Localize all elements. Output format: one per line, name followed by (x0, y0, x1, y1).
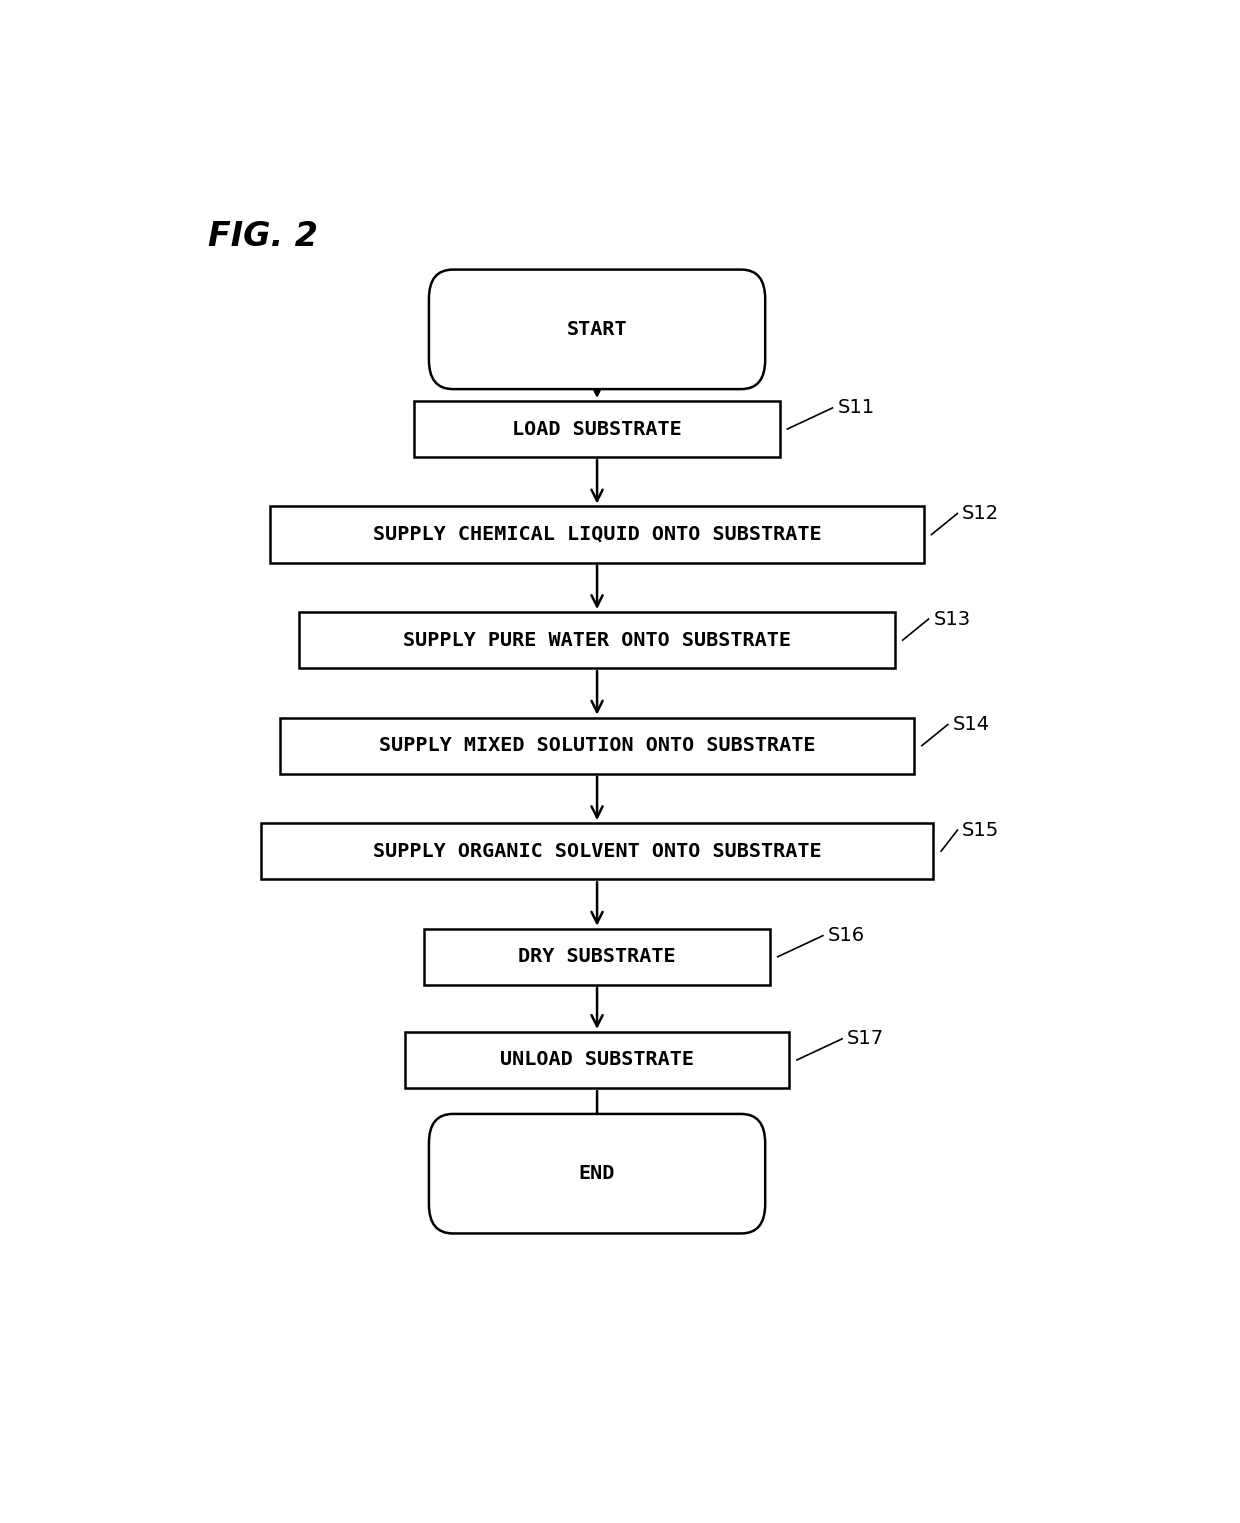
Text: SUPPLY MIXED SOLUTION ONTO SUBSTRATE: SUPPLY MIXED SOLUTION ONTO SUBSTRATE (378, 736, 816, 755)
Bar (404, 1031, 789, 1087)
Text: S14: S14 (952, 716, 990, 734)
Text: S13: S13 (934, 609, 971, 629)
Text: END: END (579, 1164, 615, 1183)
Text: SUPPLY CHEMICAL LIQUID ONTO SUBSTRATE: SUPPLY CHEMICAL LIQUID ONTO SUBSTRATE (373, 525, 821, 544)
Bar (260, 822, 934, 879)
Bar (424, 929, 770, 985)
Text: FIG. 2: FIG. 2 (208, 221, 317, 253)
Text: LOAD SUBSTRATE: LOAD SUBSTRATE (512, 419, 682, 439)
Text: UNLOAD SUBSTRATE: UNLOAD SUBSTRATE (500, 1051, 694, 1069)
Text: DRY SUBSTRATE: DRY SUBSTRATE (518, 947, 676, 966)
Bar (270, 507, 924, 562)
Bar (280, 717, 914, 774)
Text: S17: S17 (847, 1030, 884, 1048)
Text: S16: S16 (828, 926, 864, 946)
Text: SUPPLY ORGANIC SOLVENT ONTO SUBSTRATE: SUPPLY ORGANIC SOLVENT ONTO SUBSTRATE (373, 842, 821, 860)
Text: S12: S12 (962, 504, 999, 522)
Text: S11: S11 (837, 399, 874, 417)
Text: SUPPLY PURE WATER ONTO SUBSTRATE: SUPPLY PURE WATER ONTO SUBSTRATE (403, 631, 791, 650)
FancyBboxPatch shape (429, 1113, 765, 1234)
Text: S15: S15 (962, 821, 999, 839)
Text: START: START (567, 320, 627, 338)
FancyBboxPatch shape (429, 270, 765, 388)
Bar (414, 401, 780, 457)
Bar (299, 612, 895, 669)
